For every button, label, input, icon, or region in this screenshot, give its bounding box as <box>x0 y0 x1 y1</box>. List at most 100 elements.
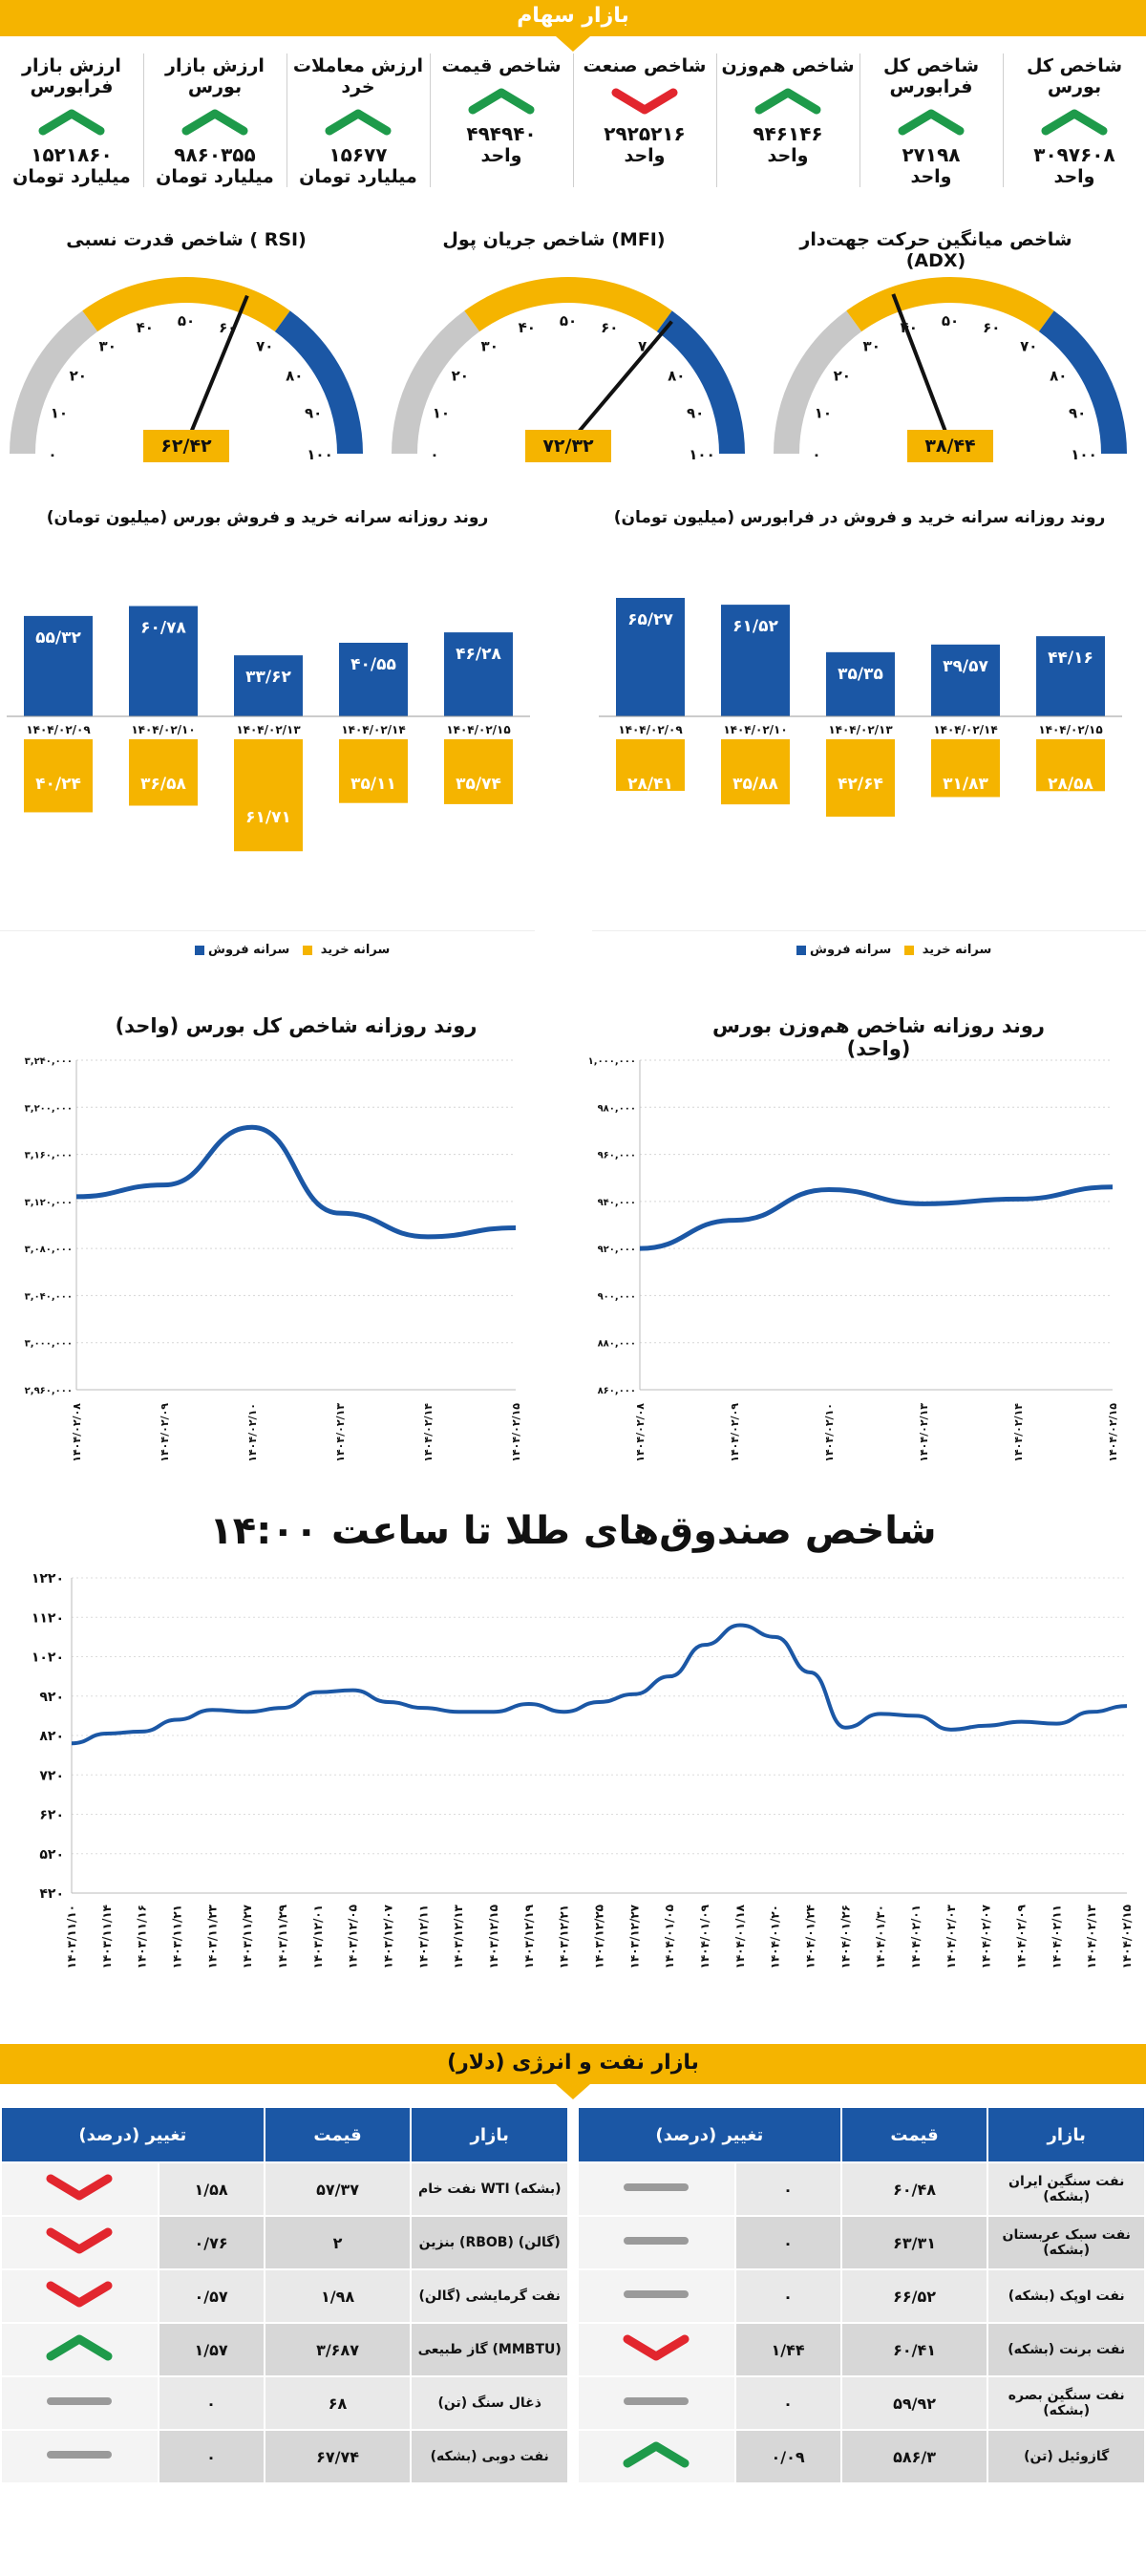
sell-value-label: ۲۸/۴۱ <box>627 775 673 794</box>
change-cell: ۰ <box>733 2215 842 2270</box>
buy-bar <box>826 651 895 716</box>
trend-cell <box>577 2429 736 2484</box>
gauge-tick-label: ۴۰ <box>137 319 154 336</box>
x-tick-label: ۱۴۰۴/۰۲/۰۸ <box>634 1403 647 1462</box>
market-cell: نفت خام WTI (بشکه) <box>410 2161 569 2217</box>
sell-value-label: ۴۲/۶۴ <box>838 775 883 794</box>
gauge-tick-label: ۱۰۰ <box>307 446 332 463</box>
price-cell: ۶۷/۷۴ <box>263 2429 413 2484</box>
index-tile: ارزش معاملات خرد ۱۵۶۷۷ میلیارد تومان <box>290 55 426 187</box>
x-tick-label: ۱۴۰۴/۰۲/۰۳ <box>944 1904 958 1969</box>
trend-icon <box>46 2174 113 2201</box>
price-cell: ۵۷/۳۷ <box>263 2161 413 2217</box>
x-tick-label: ۱۴۰۴/۰۱/۲۴ <box>804 1905 817 1969</box>
y-tick-label: ۸۶۰,۰۰۰ <box>598 1386 636 1396</box>
gauge-tick-label: ۷۰ <box>1020 338 1037 355</box>
index-trend-icon <box>1041 109 1108 136</box>
x-tick-label: ۱۴۰۳/۱۲/۰۱ <box>311 1905 325 1969</box>
gauge-low-zone <box>10 310 98 454</box>
price-cell: ۶۸ <box>263 2375 413 2431</box>
gauge-tick-label: ۲۰ <box>70 368 87 385</box>
table-row: ۰ ۵۹/۹۲ نفت سنگین بصره (بشکه) <box>577 2375 1146 2431</box>
arrow-down-icon <box>46 2227 113 2254</box>
trend-cell <box>0 2215 159 2270</box>
x-tick-label: ۱۴۰۴/۰۲/۱۳ <box>334 1403 347 1462</box>
tile-divider <box>573 53 574 187</box>
energy-notch <box>556 2084 590 2099</box>
buy-value-label: ۴۰/۵۵ <box>350 655 396 674</box>
x-tick-label: ۱۴۰۳/۱۲/۱۳ <box>452 1904 465 1969</box>
x-tick-label: ۱۴۰۴/۰۲/۱۰ <box>246 1403 259 1462</box>
percapita-bars: ۵۵/۳۲ ۱۴۰۴/۰۲/۰۹ ۴۰/۲۴ ۶۰/۷۸ ۱۴۰۴/۰۲/۱۰ ۳۶/۵۸… <box>0 597 1146 931</box>
x-tick-label: ۱۴۰۴/۰۱/۱۸ <box>733 1904 747 1969</box>
x-tick-label: ۱۴۰۴/۰۲/۱۱ <box>1050 1905 1063 1969</box>
gauge-tick-label: ۱۰ <box>433 405 450 422</box>
table-row: ۱/۴۴ ۶۰/۴۱ نفت برنت (بشکه) <box>577 2322 1146 2377</box>
bourse-legend: سرانه خرید سرانه فروش <box>191 943 390 957</box>
gauge-title-adx: شاخص میانگین حرکت جهت‌دار (ADX) <box>799 229 1072 271</box>
trend-cell <box>577 2268 736 2324</box>
index-line-charts: ۲,۹۶۰,۰۰۰ ۳,۰۰۰,۰۰۰ ۳,۰۴۰,۰۰۰ ۳,۰۸۰,۰۰۰ ۳,۱۲… <box>25 1056 1119 1462</box>
sell-bar <box>826 739 895 818</box>
tile-divider <box>143 53 144 187</box>
table-row: ۰/۵۷ ۱/۹۸ نفت گرمایشی (گالن) <box>0 2268 569 2324</box>
farabourse-percapita-title: روند روزانه سرانه خرید و فروش در فرابورس… <box>613 508 1106 527</box>
index-unit: واحد <box>910 166 952 187</box>
buy-value-label: ۵۵/۳۲ <box>35 628 81 648</box>
gauge-tick-label: ۰ <box>812 446 820 463</box>
sell-value-label: ۴۰/۲۴ <box>35 775 81 794</box>
arrow-up-icon <box>181 109 248 136</box>
buy-value-label: ۳۳/۶۲ <box>245 668 291 687</box>
price-cell: ۶۶/۵۲ <box>839 2268 989 2324</box>
y-tick-label: ۱۲۲۰ <box>32 1571 64 1586</box>
gauge-tick-label: ۳۰ <box>481 338 499 355</box>
x-tick-label: ۱۴۰۴/۰۱/۰۵ <box>663 1905 676 1969</box>
index-tile: شاخص کل بورس ۳۰۹۷۶۰۸ واحد <box>1007 55 1142 187</box>
table-row: ۱/۵۷ ۳/۶۸۷ گاز طبیعی (MMBTU) <box>0 2322 569 2377</box>
market-cell: نفت دوبی (بشکه) <box>410 2429 569 2484</box>
legend-buy-label: سرانه خرید <box>320 943 391 957</box>
x-tick-label: ۱۴۰۳/۱۲/۱۵ <box>487 1905 500 1969</box>
buy-bar <box>24 615 93 716</box>
x-tick-label: ۱۴۰۴/۰۲/۰۷ <box>980 1904 993 1969</box>
change-cell: ۰/۵۷ <box>157 2268 265 2324</box>
y-tick-label: ۱۱۲۰ <box>32 1610 64 1626</box>
sell-swatch <box>303 945 313 955</box>
arrow-down-icon <box>46 2174 113 2201</box>
buy-value-label: ۳۹/۵۷ <box>943 657 988 676</box>
index-unit: واحد <box>480 145 522 166</box>
y-tick-label: ۹۴۰,۰۰۰ <box>598 1198 636 1208</box>
sell-value-label: ۳۶/۵۸ <box>140 775 186 794</box>
x-tick-label: ۱۴۰۳/۱۱/۱۴ <box>100 1905 114 1969</box>
y-tick-label: ۵۲۰ <box>39 1847 64 1863</box>
y-tick-label: ۹۲۰ <box>39 1690 64 1705</box>
market-cell: گازوئیل (تن) <box>987 2429 1146 2484</box>
arrow-down-icon <box>623 2334 690 2361</box>
gauge-tick-label: ۵۰ <box>560 312 577 330</box>
bourse-percapita-title: روند روزانه سرانه خرید و فروش بورس (میلی… <box>46 508 489 527</box>
change-cell: ۰ <box>733 2375 842 2431</box>
x-tick-label: ۱۴۰۴/۰۲/۰۹ <box>1015 1904 1029 1969</box>
x-tick-label: ۱۴۰۴/۰۲/۱۴ <box>1012 1403 1025 1462</box>
gauge-tick-label: ۵۰ <box>178 312 195 330</box>
index-value: ۹۴۶۱۴۶ <box>753 122 823 145</box>
market-cell: نفت سنگین بصره (بشکه) <box>987 2375 1146 2431</box>
gauge-tick-label: ۸۰ <box>286 368 303 385</box>
change-cell: ۰/۷۶ <box>157 2215 265 2270</box>
index-title: ارزش بازار فرابورس <box>22 55 121 97</box>
gauge-low-zone <box>392 310 480 454</box>
price-cell: ۶۳/۳۱ <box>839 2215 989 2270</box>
change-cell: ۰/۰۹ <box>733 2429 842 2484</box>
x-tick-label: ۱۴۰۳/۱۲/۲۱ <box>558 1905 571 1969</box>
gauge-needle <box>184 294 249 445</box>
sell-bar <box>234 739 303 852</box>
x-tick-label: ۱۴۰۴/۰۲/۱۵ <box>1120 1905 1134 1969</box>
gauge-tick-label: ۲۰ <box>834 368 851 385</box>
sell-bar <box>931 739 1000 798</box>
series-line <box>75 1124 517 1240</box>
x-tick-label: ۱۴۰۴/۰۲/۰۸ <box>71 1403 83 1462</box>
change-cell: ۰ <box>733 2161 842 2217</box>
gauge-value-box <box>143 430 229 462</box>
x-tick-label: ۱۴۰۳/۱۲/۱۱ <box>416 1905 430 1969</box>
gauge-tick-label: ۷۰ <box>256 338 273 355</box>
